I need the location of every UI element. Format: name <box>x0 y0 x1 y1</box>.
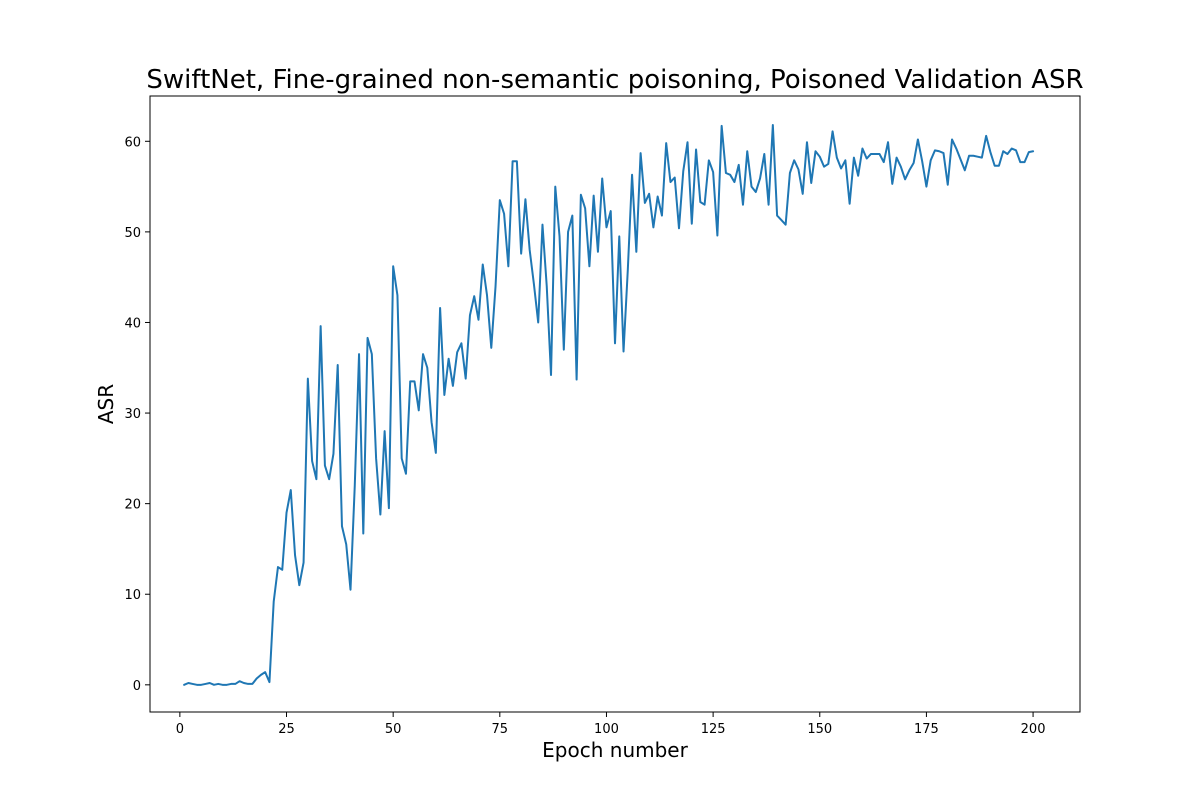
x-tick-label: 50 <box>385 722 402 737</box>
series-line <box>183 123 1035 686</box>
y-tick-label: 40 <box>124 316 141 331</box>
plot-frame <box>149 95 1081 713</box>
y-axis-label: ASR <box>94 384 118 424</box>
plot-area <box>183 123 1035 686</box>
x-tick-label: 0 <box>176 722 184 737</box>
x-tick-label: 100 <box>594 722 619 737</box>
y-axis: 0 10 20 30 40 50 60 <box>124 135 150 694</box>
x-tick-label: 200 <box>1021 722 1046 737</box>
y-tick-label: 0 <box>133 679 141 694</box>
y-tick-label: 30 <box>124 407 141 422</box>
y-tick-label: 60 <box>124 135 141 150</box>
x-tick-label: 75 <box>492 722 509 737</box>
x-tick-label: 175 <box>914 722 939 737</box>
y-tick-label: 20 <box>124 498 141 513</box>
y-tick-label: 50 <box>124 226 141 241</box>
x-tick-label: 25 <box>278 722 295 737</box>
x-axis: 0 25 50 75 100 125 150 175 200 <box>176 712 1046 737</box>
x-axis-label: Epoch number <box>542 738 688 762</box>
x-tick-label: 150 <box>807 722 832 737</box>
chart-title: SwiftNet, Fine-grained non-semantic pois… <box>146 65 1083 95</box>
x-tick-label: 125 <box>701 722 726 737</box>
y-tick-label: 10 <box>124 588 141 603</box>
